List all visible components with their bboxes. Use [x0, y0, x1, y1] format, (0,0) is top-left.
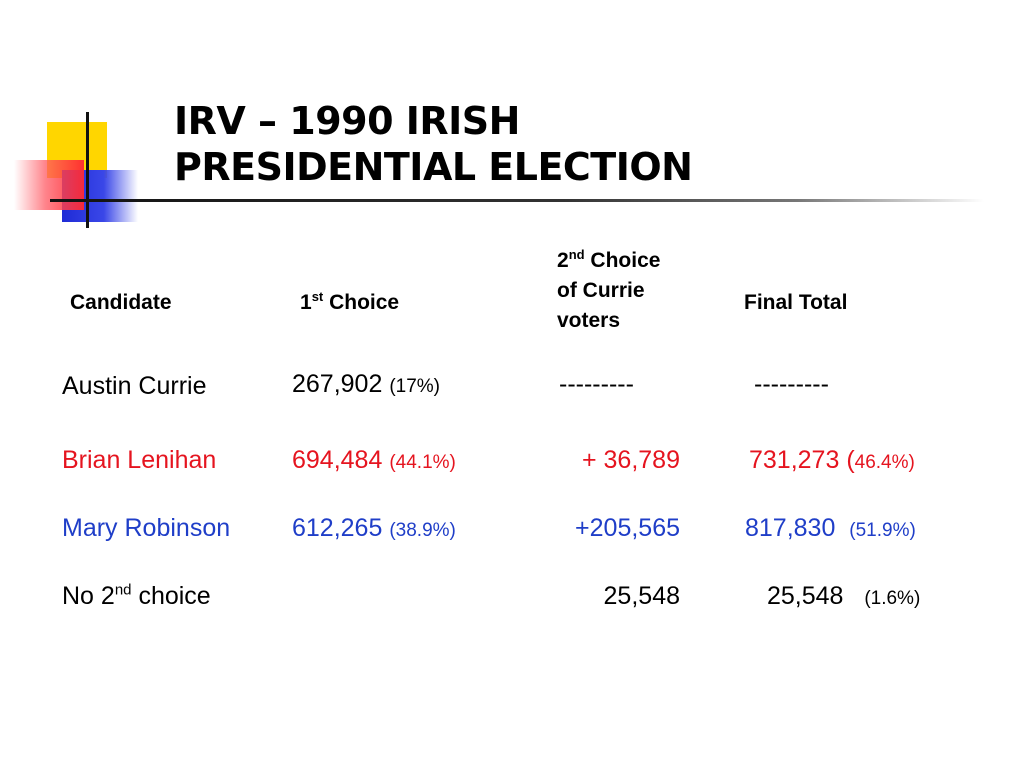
- row-currie-first-value: 267,902: [292, 370, 383, 398]
- row-no-second-final: 25,548 (1.6%): [767, 580, 920, 615]
- row-robinson-first-pct: (38.9%): [389, 520, 456, 541]
- row-currie-candidate: Austin Currie: [62, 372, 207, 400]
- slide-title: IRV – 1990 IRISH PRESIDENTIAL ELECTION: [174, 98, 974, 190]
- header-first-choice: 1st Choice: [300, 288, 399, 318]
- row-robinson-first: 612,265 (38.9%): [292, 512, 456, 547]
- red-square-shape: [14, 160, 84, 210]
- row-robinson-final-value: 817,830: [745, 514, 836, 542]
- header-second-choice-rest: Choice: [584, 249, 661, 272]
- row-currie-first: 267,902 (17%): [292, 368, 440, 403]
- row-lenihan-first-value: 694,484: [292, 446, 383, 474]
- row-robinson-first-value: 612,265: [292, 514, 383, 542]
- header-first-choice-num: 1: [300, 291, 312, 314]
- row-no-second-rest: choice: [131, 582, 211, 610]
- row-no-second-second: 25,548: [603, 582, 680, 610]
- row-lenihan-first-pct: (44.1%): [389, 452, 456, 473]
- vertical-rule: [86, 112, 89, 228]
- header-second-choice-line2: of Currie: [557, 279, 645, 302]
- row-lenihan-candidate: Brian Lenihan: [62, 446, 217, 474]
- row-no-second-final-pct: (1.6%): [864, 588, 921, 609]
- header-final-total: Final Total: [744, 291, 848, 314]
- header-second-choice-line3: voters: [557, 309, 621, 332]
- row-currie-final: ---------: [754, 370, 829, 398]
- header-first-choice-sup: st: [311, 289, 324, 304]
- row-lenihan-final: 731,273 (46.4%): [749, 444, 915, 479]
- row-lenihan-second: + 36,789: [581, 446, 680, 474]
- row-currie-second: ---------: [559, 370, 634, 398]
- row-robinson-second: +205,565: [575, 514, 680, 542]
- row-no-second-final-value: 25,548: [767, 582, 844, 610]
- row-robinson-final-pct: (51.9%): [849, 520, 916, 541]
- slide-title-line-2: PRESIDENTIAL ELECTION: [174, 145, 693, 189]
- title-underline: [50, 199, 984, 202]
- row-robinson-candidate: Mary Robinson: [62, 514, 231, 542]
- header-second-choice: 2nd Choice of Currie voters: [557, 246, 660, 336]
- header-candidate: Candidate: [70, 291, 172, 314]
- row-no-second-sup: nd: [114, 581, 132, 599]
- row-currie-first-pct: (17%): [389, 376, 441, 397]
- row-lenihan-final-value: 731,273 (: [749, 446, 855, 474]
- row-no-second-num: No 2: [62, 582, 115, 610]
- header-second-choice-num: 2: [557, 249, 569, 272]
- header-first-choice-rest: Choice: [323, 291, 400, 314]
- decorative-logo: [0, 0, 160, 240]
- row-robinson-final: 817,830 (51.9%): [745, 512, 916, 547]
- row-no-second-candidate: No 2nd choice: [62, 580, 211, 612]
- header-second-choice-sup: nd: [568, 247, 585, 262]
- row-lenihan-final-pct: 46.4%): [854, 452, 915, 473]
- row-lenihan-first: 694,484 (44.1%): [292, 444, 456, 479]
- slide-title-line-1: IRV – 1990 IRISH: [174, 99, 520, 143]
